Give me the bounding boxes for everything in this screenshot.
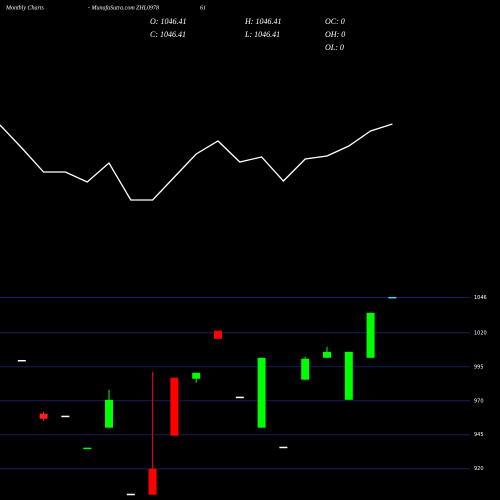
candle-body bbox=[388, 296, 397, 299]
candle-body bbox=[17, 359, 26, 362]
ohlc-low: L: 1046.41 bbox=[244, 30, 280, 39]
y-tick-label: 970 bbox=[474, 398, 484, 404]
candle-body bbox=[192, 372, 201, 379]
candle-body bbox=[39, 413, 48, 419]
candle-body bbox=[170, 377, 179, 436]
y-tick-label: 1020 bbox=[474, 330, 487, 336]
candle-body bbox=[61, 415, 70, 418]
y-tick-label: 995 bbox=[474, 364, 484, 370]
candle-body bbox=[301, 358, 310, 380]
ohlc-high: H: 1046.41 bbox=[244, 17, 281, 26]
ohlc-open: O: 1046.41 bbox=[150, 17, 186, 26]
y-tick-label: 945 bbox=[474, 432, 484, 438]
chart-title: Monthly Charts bbox=[5, 5, 44, 11]
candle-body bbox=[126, 493, 135, 496]
ohlc-close: C: 1046.41 bbox=[150, 30, 186, 39]
candle-body bbox=[148, 468, 157, 495]
candle-body bbox=[83, 447, 92, 450]
ohlc-ol: OL: 0 bbox=[325, 43, 344, 52]
symbol-extra: 61 bbox=[200, 5, 206, 11]
candle-body bbox=[279, 446, 288, 449]
y-tick-label: 920 bbox=[474, 466, 484, 472]
y-tick-label: 1046 bbox=[474, 295, 487, 301]
candle-body bbox=[344, 351, 353, 400]
symbol: ZHL0978 bbox=[136, 5, 159, 11]
candle-body bbox=[366, 312, 375, 358]
candle-body bbox=[323, 351, 331, 358]
site-name: - MunafaSutra.com bbox=[88, 4, 135, 11]
candle-body bbox=[214, 330, 222, 339]
candle-body bbox=[105, 399, 113, 428]
ohlc-oh: OH: 0 bbox=[325, 30, 345, 39]
candle-body bbox=[235, 396, 244, 399]
candle-body bbox=[257, 357, 266, 428]
ohlc-oc: OC: 0 bbox=[325, 17, 345, 26]
price-line bbox=[0, 123, 393, 201]
